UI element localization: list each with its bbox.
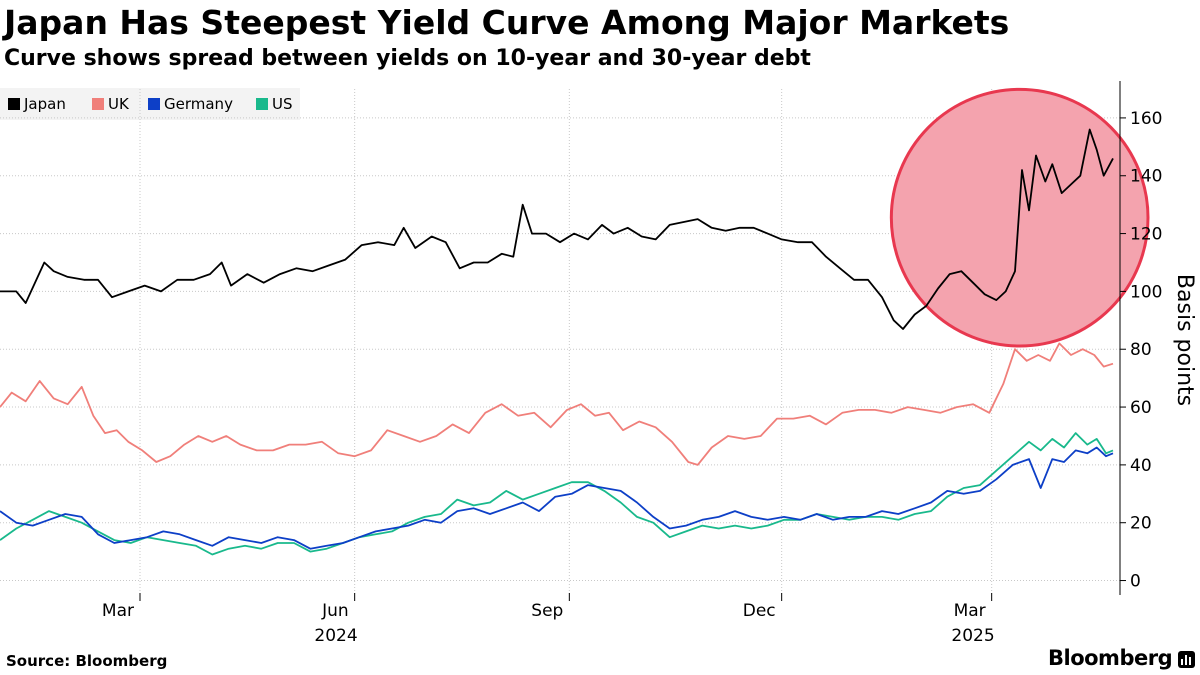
y-tick-label-80: 80 <box>1130 340 1152 360</box>
legend-swatch-us <box>256 98 268 110</box>
legend-label-germany: Germany <box>164 95 233 113</box>
x-tick-label-4: Mar <box>954 601 986 621</box>
chart-subtitle: Curve shows spread between yields on 10-… <box>4 46 811 71</box>
y-tick-label-40: 40 <box>1130 456 1152 476</box>
line-chart: 0 20 40 60 80 100 120 140 160 Mar Jun 2024 Sep Dec Mar… <box>0 81 1197 645</box>
x-year-label-4: 2025 <box>951 626 994 645</box>
legend-swatch-germany <box>148 98 160 110</box>
y-tick-label-100: 100 <box>1130 282 1162 302</box>
series-line-us <box>0 432 1114 556</box>
x-tick-label-0: Mar <box>102 601 134 621</box>
series-line-japan <box>0 128 1114 330</box>
legend-item-us[interactable]: US <box>256 88 293 120</box>
y-tick-label-60: 60 <box>1130 398 1152 418</box>
legend-label-uk: UK <box>108 95 129 113</box>
y-axis-label: Basis points <box>1172 274 1197 406</box>
x-tick-label-3: Dec <box>743 601 776 621</box>
highlight-layer <box>889 87 1150 348</box>
x-gridlines <box>139 89 993 595</box>
legend-label-japan: Japan <box>24 95 66 113</box>
axes: 0 20 40 60 80 100 120 140 160 Mar Jun 2024 Sep Dec Mar… <box>102 81 1162 645</box>
series-line-germany <box>0 446 1114 550</box>
series-line-uk <box>0 342 1114 466</box>
legend-swatch-japan <box>8 98 20 110</box>
highlight-circle <box>889 87 1150 348</box>
legend-swatch-uk <box>92 98 104 110</box>
y-tick-label-140: 140 <box>1130 167 1162 187</box>
x-tick-label-2: Sep <box>531 601 563 621</box>
brand-logo: Bloomberg <box>1048 646 1173 670</box>
bloomberg-bars-icon <box>1178 651 1195 668</box>
chart-title: Japan Has Steepest Yield Curve Among Maj… <box>4 3 1010 42</box>
legend-label-us: US <box>272 95 293 113</box>
legend-item-germany[interactable]: Germany <box>148 88 233 120</box>
y-tick-label-0: 0 <box>1130 572 1141 592</box>
x-tick-label-1: Jun <box>321 601 349 621</box>
series-layer <box>0 128 1114 556</box>
x-year-label-1: 2024 <box>314 626 357 645</box>
y-tick-label-160: 160 <box>1130 109 1162 129</box>
y-tick-label-120: 120 <box>1130 225 1162 245</box>
legend-item-japan[interactable]: Japan <box>8 88 66 120</box>
source-note: Source: Bloomberg <box>6 652 168 670</box>
y-tick-label-20: 20 <box>1130 514 1152 534</box>
legend-item-uk[interactable]: UK <box>92 88 129 120</box>
legend: Japan UK Germany US <box>0 88 300 120</box>
